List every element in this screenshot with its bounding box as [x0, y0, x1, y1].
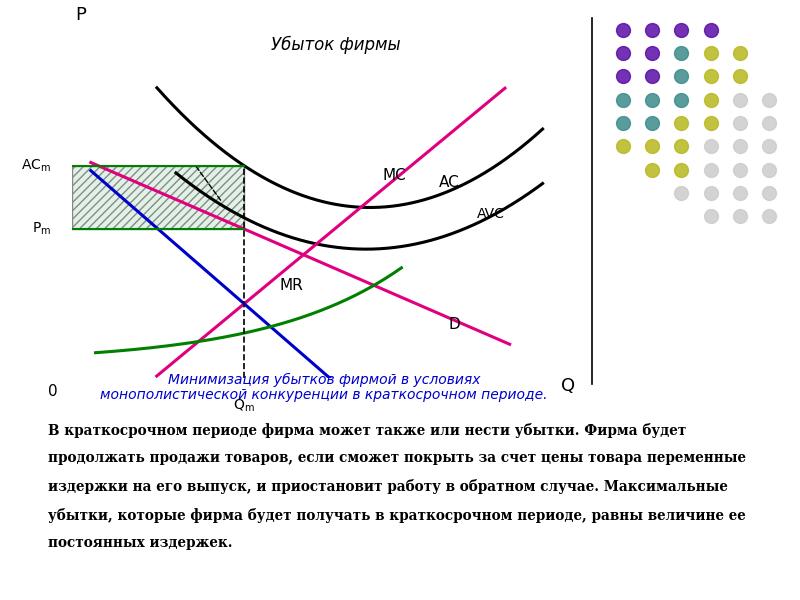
Text: P: P — [75, 6, 86, 24]
Text: В краткосрочном периоде фирма может также или нести убытки. Фирма будет: В краткосрочном периоде фирма может такж… — [48, 423, 686, 438]
Text: монополистической конкуренции в краткосрочном периоде.: монополистической конкуренции в краткоср… — [100, 388, 548, 402]
Text: 0: 0 — [48, 384, 58, 399]
Text: D: D — [449, 317, 460, 332]
Bar — [72, 166, 244, 229]
Bar — [72, 166, 244, 229]
Text: Минимизация убытков фирмой в условиях: Минимизация убытков фирмой в условиях — [168, 373, 480, 387]
Text: AVC: AVC — [477, 206, 505, 221]
Text: продолжать продажи товаров, если сможет покрыть за счет цены товара переменные: продолжать продажи товаров, если сможет … — [48, 451, 746, 465]
Text: постоянных издержек.: постоянных издержек. — [48, 536, 233, 550]
Text: AC: AC — [439, 175, 460, 190]
Text: $\mathregular{P_m}$: $\mathregular{P_m}$ — [32, 221, 51, 237]
Text: MR: MR — [279, 278, 303, 293]
Text: издержки на его выпуск, и приостановит работу в обратном случае. Максимальные: издержки на его выпуск, и приостановит р… — [48, 479, 728, 494]
Text: $\mathregular{Q_m}$: $\mathregular{Q_m}$ — [234, 397, 255, 414]
Text: $\mathregular{AC_m}$: $\mathregular{AC_m}$ — [21, 158, 51, 174]
Text: убытки, которые фирма будет получать в краткосрочном периоде, равны величине ее: убытки, которые фирма будет получать в к… — [48, 508, 746, 523]
Text: Убыток фирмы: Убыток фирмы — [270, 35, 400, 54]
Text: Q: Q — [562, 377, 575, 395]
Text: MC: MC — [382, 167, 406, 182]
